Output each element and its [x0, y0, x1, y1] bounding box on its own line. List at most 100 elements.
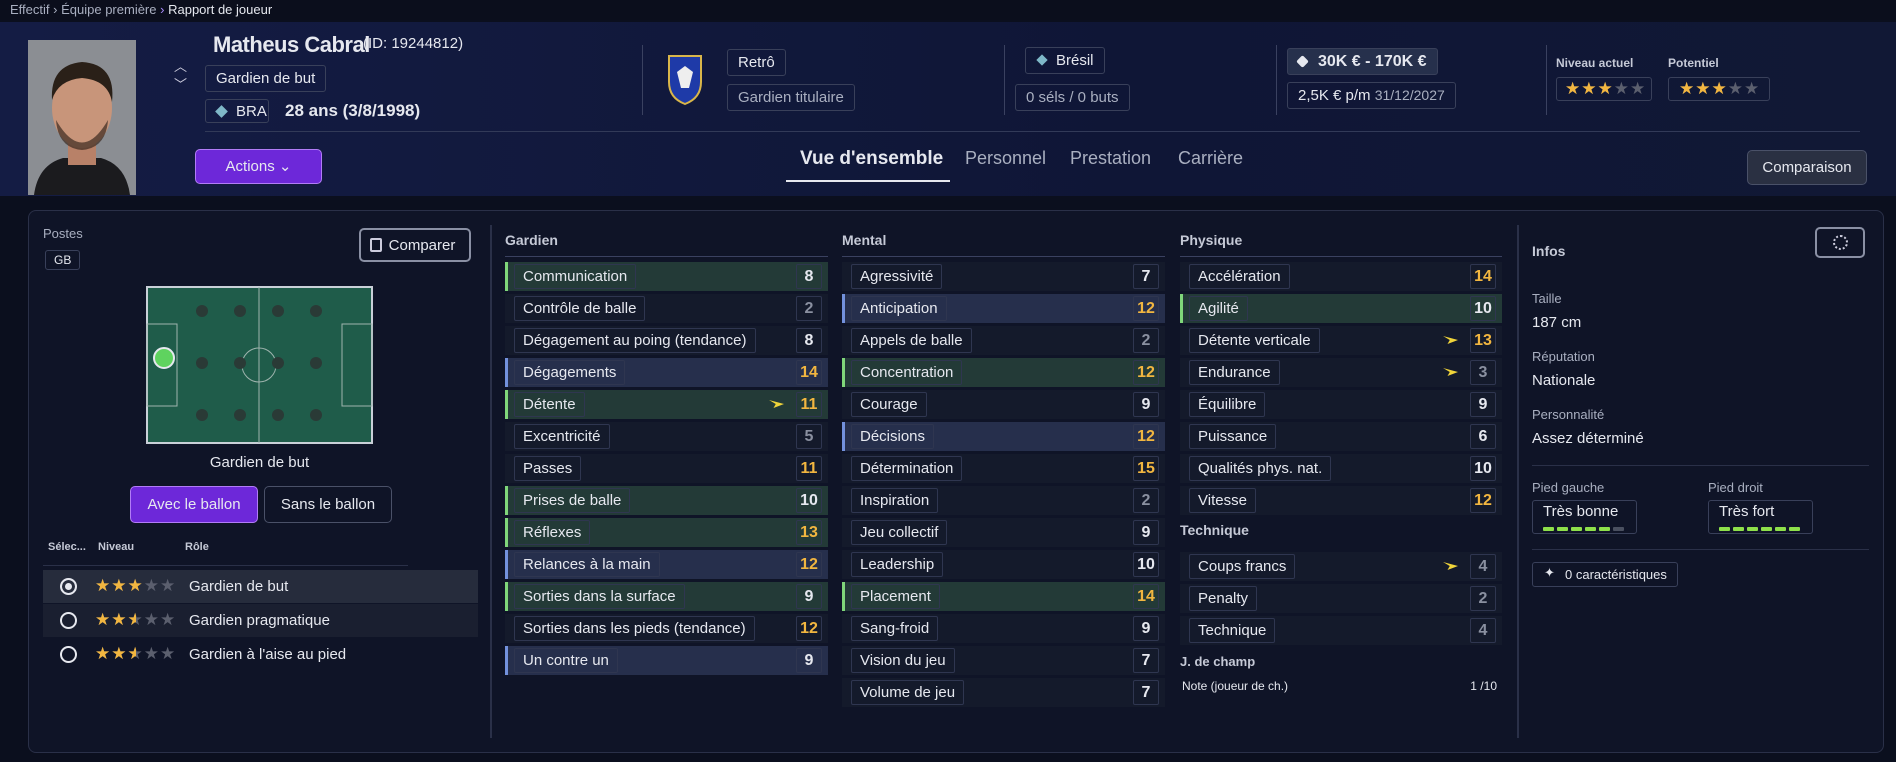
outfield-value: 1 /10 [1470, 679, 1497, 693]
role-row[interactable]: ★★★★★★★★★★ Gardien pragmatique [43, 604, 478, 637]
role-name: Gardien pragmatique [189, 612, 330, 629]
potential-box: ★★★★★★★★★★ [1668, 77, 1770, 101]
group-rule [1180, 256, 1502, 257]
pip [1571, 527, 1582, 531]
attribute-value: 13 [796, 520, 822, 545]
divider [642, 45, 643, 115]
attribute-name: Équilibre [1189, 392, 1266, 417]
attribute-row: Inspiration 2 [842, 486, 1165, 515]
attribute-name: Relances à la main [514, 552, 660, 577]
foot-label: Pied droit [1708, 480, 1763, 495]
info-rule [1532, 465, 1869, 466]
foot-label: Pied gauche [1532, 480, 1605, 495]
compare-button[interactable]: Comparer [359, 228, 471, 262]
star-fill: ★★★★★ [1679, 79, 1728, 98]
attribute-name: Anticipation [851, 296, 947, 321]
attribute-row: Jeu collectif 9 [842, 518, 1165, 547]
role-row[interactable]: ★★★★★★★★★★ Gardien de but [43, 570, 478, 603]
attribute-name: Endurance [1189, 360, 1280, 385]
attribute-name: Inspiration [851, 488, 939, 513]
attribute-row: Agilité 10 [1180, 294, 1502, 323]
attribute-value: 12 [1133, 424, 1159, 449]
wage: 2,5K € p/m [1298, 87, 1371, 104]
outfield-title: J. de champ [1180, 654, 1256, 669]
attribute-value: 5 [796, 424, 822, 449]
role-row[interactable]: ★★★★★★★★★★ Gardien à l'aise au pied [43, 638, 478, 671]
attribute-row: Détermination 15 [842, 454, 1165, 483]
separator: › [53, 2, 58, 17]
position-code: GB [45, 250, 81, 270]
attribute-row: Détente 11 [505, 390, 828, 419]
attribute-name: Détente verticale [1189, 328, 1320, 353]
info-label: Personnalité [1532, 407, 1605, 422]
star-row: ★★★★★ [95, 644, 177, 663]
without-ball-button[interactable]: Sans le ballon [264, 486, 392, 523]
potential-label: Potentiel [1668, 56, 1719, 70]
attribute-name: Sorties dans la surface [514, 584, 685, 609]
star-fill: ★★★★★ [95, 576, 144, 595]
col-select: Sélec... [48, 541, 86, 553]
player-id: (ID: 19244812) [363, 35, 464, 52]
nav-arrows[interactable]: ︿ ﹀ [174, 59, 188, 92]
group-title: Physique [1180, 232, 1243, 248]
actions-button[interactable]: Actions ⌄ [195, 149, 322, 184]
attribute-row: Décisions 12 [842, 422, 1165, 451]
attribute-value: 10 [796, 488, 822, 513]
breadcrumb-current: Rapport de joueur [168, 2, 273, 17]
attribute-name: Dégagements [514, 360, 626, 385]
divider [1546, 45, 1547, 115]
attribute-name: Prises de balle [514, 488, 631, 513]
attribute-name: Vision du jeu [851, 648, 955, 673]
attribute-value: 8 [796, 264, 822, 289]
pip [1761, 527, 1772, 531]
attribute-name: Qualités phys. nat. [1189, 456, 1332, 481]
attribute-value: 9 [1133, 520, 1159, 545]
breadcrumb-link[interactable]: Effectif [10, 2, 50, 17]
value-box: 30K € - 170K € [1287, 48, 1438, 75]
attribute-name: Jeu collectif [851, 520, 948, 545]
tab[interactable]: Carrière [1178, 148, 1244, 168]
attribute-row: Courage 9 [842, 390, 1165, 419]
attribute-row: Appels de balle 2 [842, 326, 1165, 355]
attribute-name: Coups francs [1189, 554, 1296, 579]
radio [60, 578, 77, 595]
attribute-row: Dégagement au poing (tendance) 8 [505, 326, 828, 355]
attribute-value: 7 [1133, 680, 1159, 705]
attribute-row: Agressivité 7 [842, 262, 1165, 291]
attribute-value: 2 [1133, 328, 1159, 353]
group-rule [842, 256, 1165, 257]
pip [1733, 527, 1744, 531]
radio [60, 646, 77, 663]
attribute-name: Sorties dans les pieds (tendance) [514, 616, 755, 641]
group-title: Technique [1180, 522, 1249, 538]
tab[interactable]: Vue d'ensemble [800, 148, 944, 169]
stars: ★★★★★★★★★★ [95, 576, 176, 596]
star-row: ★★★★★ [95, 610, 177, 629]
attribute-row: Volume de jeu 7 [842, 678, 1165, 707]
nation-code: BRA [236, 103, 267, 120]
pip [1585, 527, 1596, 531]
breadcrumb-link[interactable]: Équipe première [61, 2, 157, 17]
foot-value: Très fort [1719, 503, 1775, 520]
traits: 0 caractéristiques [1565, 567, 1667, 582]
info-button[interactable] [1815, 227, 1865, 258]
attribute-value: 8 [796, 328, 822, 353]
contract-end: 31/12/2027 [1374, 87, 1445, 103]
pitch [146, 286, 373, 444]
with-ball-button[interactable]: Avec le ballon [130, 486, 258, 523]
attribute-value: 13 [1470, 328, 1496, 353]
attribute-value: 2 [1133, 488, 1159, 513]
attribute-name: Accélération [1189, 264, 1290, 289]
col-level: Niveau [98, 541, 135, 553]
actions-label: Actions [225, 158, 275, 175]
star-fill: ★★★★★ [95, 644, 136, 663]
tab[interactable]: Personnel [965, 148, 1047, 168]
attribute-value: 12 [1133, 296, 1159, 321]
attribute-value: 12 [1133, 360, 1159, 385]
info-rule [1532, 549, 1869, 550]
attribute-name: Détente [514, 392, 585, 417]
comparison-button[interactable]: Comparaison [1747, 150, 1867, 185]
traits-box[interactable]: 0 caractéristiques [1532, 562, 1678, 587]
tab[interactable]: Prestation [1070, 148, 1152, 168]
attribute-value: 3 [1470, 360, 1496, 385]
